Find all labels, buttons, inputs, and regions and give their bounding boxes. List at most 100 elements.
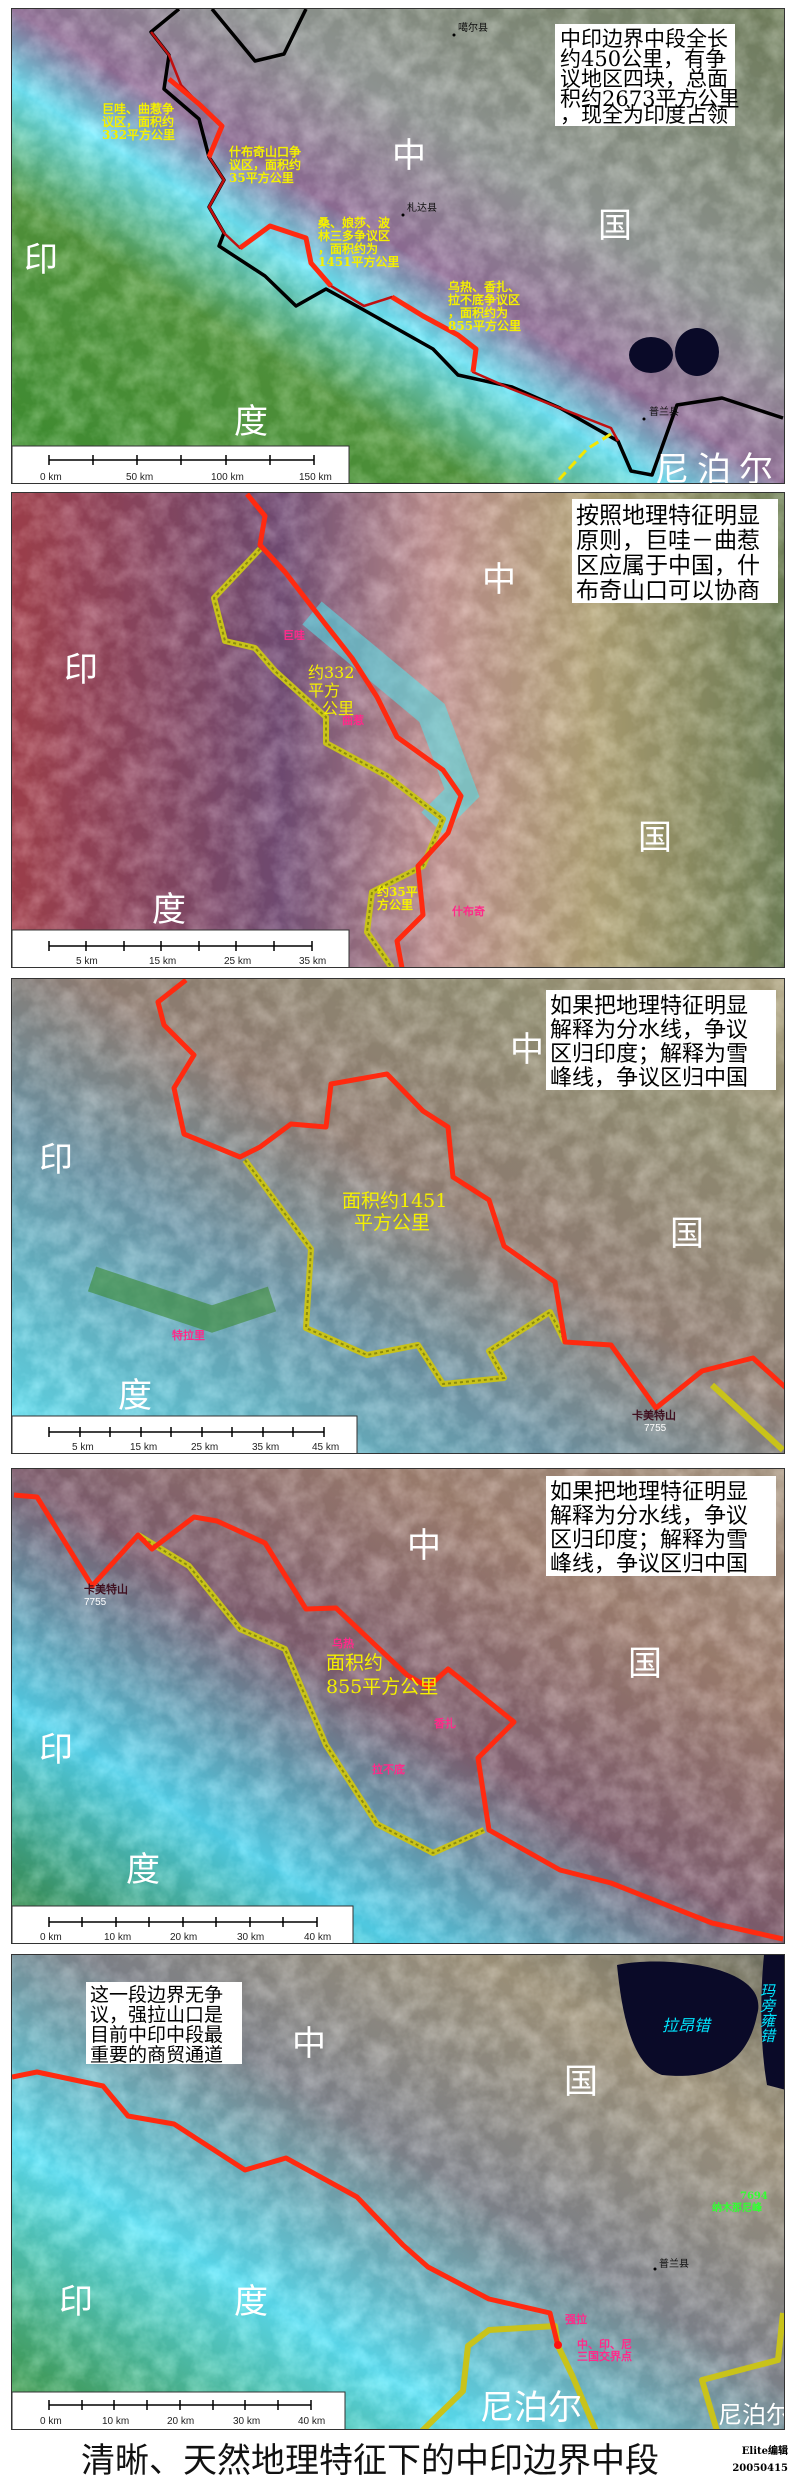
svg-text:45 km: 45 km [312, 1442, 339, 1453]
country-label-india: 印 [24, 240, 58, 280]
info-note: 按照地理特征明显原则，巨哇－曲惹区应属于中国，什布奇山口可以协商 [572, 499, 778, 604]
lake-label: 拉昂错 [662, 2016, 712, 2035]
disputed-segment [238, 223, 333, 288]
svg-text:50 km: 50 km [126, 472, 153, 483]
town-label: 噶尔县 [458, 21, 488, 34]
svg-text:按照地理特征明显原则，巨哇－曲惹区应属于中国，什布奇山口可以: 按照地理特征明显原则，巨哇－曲惹区应属于中国，什布奇山口可以协商 [576, 503, 760, 604]
author-label: Elite编辑 [741, 2446, 788, 2457]
peak-elevation: 7755 [84, 1597, 107, 1608]
tripoint-label: 中、印、尼三国交界点 [577, 2337, 632, 2363]
place-label: 拉不底 [372, 1762, 405, 1776]
area-label: 什布奇山口争议区，面积约 35平方公里 [229, 144, 301, 185]
info-note: 如果把地理特征明显解释为分水线，争议区归印度；解释为雪峰线，争议区归中国 [546, 990, 776, 1091]
map-panel-overview: 中印边界中段全长约450公里，有争议地区四块，总面积约2673平方公里，现全为印… [11, 8, 785, 484]
peak-elevation: 7755 [644, 1423, 667, 1434]
country-label-india: 度 [118, 1376, 152, 1416]
svg-text:如果把地理特征明显解释为分水线，争议区归印度；解释为雪峰线，: 如果把地理特征明显解释为分水线，争议区归印度；解释为雪峰线，争议区归中国 [550, 994, 748, 1091]
peak-label: 卡美特山 [632, 1408, 676, 1422]
peak-label: 卡美特山 [84, 1582, 128, 1596]
country-label-china: 中 [407, 1526, 441, 1566]
scale-bar: 0 km 10 km 20 km 30 km 40 km [12, 2391, 346, 2429]
country-label-india: 度 [126, 1850, 160, 1890]
svg-text:5 km: 5 km [76, 956, 98, 967]
country-label-china: 中 [510, 1030, 544, 1070]
svg-text:10 km: 10 km [102, 2416, 129, 2427]
area-label: 约35平方公里 [377, 884, 418, 912]
country-label-china: 中 [482, 560, 516, 600]
place-label: 香扎 [433, 1716, 456, 1730]
svg-text:35 km: 35 km [252, 1442, 279, 1453]
country-label-india: 印 [59, 2282, 93, 2322]
svg-text:150 km: 150 km [299, 472, 332, 483]
place-label: 乌热 [332, 1636, 354, 1650]
credit: Elite编辑 20050415 [732, 2443, 788, 2477]
svg-text:35 km: 35 km [299, 956, 326, 967]
lake [675, 328, 719, 376]
scale-bar: 5 km 15 km 25 km 35 km [12, 929, 350, 967]
town-label: 普兰县 [659, 2257, 689, 2270]
svg-text:10 km: 10 km [104, 1932, 131, 1943]
disputed-segment [390, 294, 479, 373]
lake-la-ang [617, 1961, 759, 2076]
country-label-china: 国 [638, 818, 672, 858]
country-label-china: 中 [292, 2024, 326, 2064]
lake [629, 337, 673, 373]
svg-text:0 km: 0 km [40, 472, 62, 483]
area-label: 桑、娘莎、波林三多争议区，面积约为 1451平方公里 [318, 215, 399, 269]
pass-label: 强拉 [565, 2312, 587, 2326]
town-label: 札达县 [407, 201, 437, 214]
lake-manasarovar [761, 1955, 784, 2090]
country-label-china: 国 [628, 1644, 662, 1684]
svg-text:0 km: 0 km [40, 2416, 62, 2427]
svg-text:20 km: 20 km [167, 2416, 194, 2427]
svg-text:15 km: 15 km [149, 956, 176, 967]
svg-text:20 km: 20 km [170, 1932, 197, 1943]
lake-label: 玛旁雍错 [758, 1983, 777, 2043]
svg-text:100 km: 100 km [211, 472, 244, 483]
svg-text:5 km: 5 km [72, 1442, 94, 1453]
map-panel-juwa-qure: 按照地理特征明显原则，巨哇－曲惹区应属于中国，什布奇山口可以协商 约332 平方公… [11, 492, 785, 968]
country-label-india: 印 [64, 650, 98, 690]
country-label-india: 度 [234, 2282, 268, 2322]
place-label: 特拉里 [172, 1328, 205, 1342]
map-panel-qiangla: 这一段边界无争议，强拉山口是目前中印中段最重要的商贸通道 拉昂错 玛旁雍错 普兰… [11, 1954, 785, 2430]
disputed-claim-line [211, 546, 446, 967]
svg-text:30 km: 30 km [233, 2416, 260, 2427]
country-label-india: 印 [39, 1730, 73, 1770]
country-label-china: 中 [392, 136, 426, 176]
svg-text:25 km: 25 km [224, 956, 251, 967]
area-label: 巨哇、曲惹争议区，面积约 332平方公里 [102, 101, 175, 142]
date-label: 20050415 [732, 2463, 788, 2474]
nepal-border-line [553, 432, 612, 483]
tripoint-marker [554, 2341, 562, 2349]
country-label-nepal: 尼泊尔 [480, 2388, 582, 2428]
china-boundary-line [155, 979, 784, 1411]
country-label-india: 度 [234, 402, 268, 442]
peak-label: 7694 纳木那尼峰 [712, 2191, 768, 2214]
map-panel-wure-xiangzha: 如果把地理特征明显解释为分水线，争议区归印度；解释为雪峰线，争议区归中国 面积约… [11, 1468, 785, 1944]
india-claim-line [149, 9, 784, 477]
place-label: 什布奇 [452, 904, 485, 918]
svg-text:15 km: 15 km [130, 1442, 157, 1453]
svg-text:25 km: 25 km [191, 1442, 218, 1453]
country-label-china: 国 [670, 1214, 704, 1254]
china-boundary-line [13, 1492, 784, 1942]
country-label-nepal: 尼泊尔 [655, 450, 781, 484]
info-note: 这一段边界无争议，强拉山口是目前中印中段最重要的商贸通道 [86, 1982, 242, 2066]
area-label: 乌热、香扎、拉不底争议区，面积约为 855平方公里 [448, 279, 521, 333]
scale-bar: 0 km 10 km 20 km 30 km 40 km [12, 1905, 354, 1943]
boundary-line [210, 9, 308, 63]
svg-text:40 km: 40 km [304, 1932, 331, 1943]
svg-text:这一段边界无争议，强拉山口是目前中印中段最重要的商贸通道: 这一段边界无争议，强拉山口是目前中印中段最重要的商贸通道 [90, 1984, 223, 2066]
country-label-india: 印 [39, 1140, 73, 1180]
place-label: 曲惹 [342, 713, 364, 727]
country-label-china: 国 [564, 2062, 598, 2102]
scale-bar: 0 km 50 km 100 km 150 km [12, 445, 350, 483]
country-label-china: 国 [598, 206, 632, 246]
svg-text:如果把地理特征明显解释为分水线，争议区归印度；解释为雪峰线，: 如果把地理特征明显解释为分水线，争议区归印度；解释为雪峰线，争议区归中国 [550, 1480, 748, 1577]
china-boundary-line [12, 2069, 561, 2347]
svg-text:中印边界中段全长约450公里，有争议地区四块，总面积约267: 中印边界中段全长约450公里，有争议地区四块，总面积约2673平方公里，现全为印… [560, 27, 739, 127]
area-label: 约332 平方公里 [308, 663, 355, 718]
info-note: 中印边界中段全长约450公里，有争议地区四块，总面积约2673平方公里，现全为印… [555, 24, 739, 127]
scale-bar: 5 km 15 km 25 km 35 km 45 km [12, 1415, 358, 1453]
